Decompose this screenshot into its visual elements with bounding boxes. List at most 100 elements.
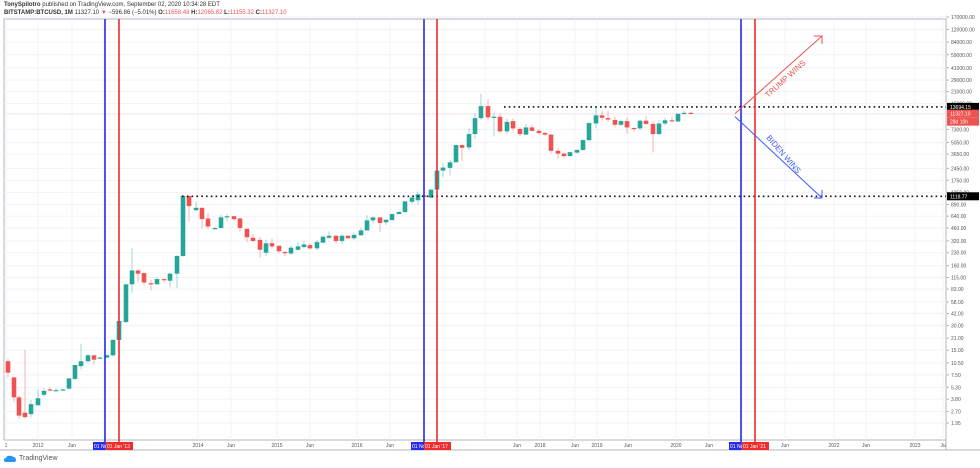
time-tick-label: 2023 (909, 443, 920, 449)
candle-body (599, 115, 605, 118)
price-tick-label: 160.00 (951, 264, 967, 270)
time-tick-label: 2019 (591, 443, 602, 449)
candle-body (409, 197, 415, 202)
candle-body (631, 127, 637, 130)
candle-body (358, 230, 364, 236)
candle-body (415, 194, 421, 201)
candle-body (662, 120, 668, 124)
change: −596.86 (−5.01%) (108, 10, 157, 16)
candle-body (681, 112, 687, 115)
candle-body (536, 130, 542, 133)
candle-body (478, 106, 484, 119)
price-axis-label (947, 109, 979, 118)
candle-body (351, 234, 357, 239)
ohlc-legend: BITSTAMP:BTCUSD, 1M 11327.10 ▼ −596.86 (… (4, 10, 287, 16)
price-tick-label: 10.50 (951, 361, 964, 367)
candle-body (567, 152, 573, 157)
candle-body (637, 120, 643, 129)
candle-body (396, 212, 402, 215)
candle-body (643, 120, 649, 124)
candle-body (605, 118, 611, 120)
time-tick-label: 2020 (670, 443, 681, 449)
candle-body (472, 118, 478, 135)
time-tick-label: Jun (624, 443, 632, 449)
price-tick-label: 41000.00 (951, 66, 972, 72)
price-tick-label: 58.00 (951, 300, 964, 306)
candle-body (269, 243, 275, 247)
symbol: BITSTAMP:BTCUSD, 1M (4, 10, 73, 16)
candle-body (110, 339, 116, 356)
candle-body (180, 195, 186, 256)
candle-body (574, 149, 580, 153)
candle-body (497, 116, 503, 132)
candle-body (510, 121, 516, 129)
candle-body (485, 106, 491, 118)
candle-body (161, 279, 167, 281)
price-axis-label-text: 1118.77 (950, 194, 968, 200)
down-arrow-icon: ▼ (100, 10, 107, 16)
candle-body (618, 121, 624, 125)
time-tick-label: Jun (68, 443, 76, 449)
candle-body (453, 145, 459, 163)
candle-body (314, 242, 320, 249)
candle-body (60, 389, 66, 391)
biden-arrow[interactable] (734, 116, 823, 199)
published-text: published on TradingView.com, September … (42, 2, 220, 8)
price-tick-label: 15.00 (951, 348, 964, 354)
candle-body (580, 140, 586, 150)
price-tick-label: 890.00 (951, 202, 967, 208)
price-tick-label: 115.00 (951, 275, 966, 281)
candle-body (263, 243, 269, 253)
candle-body (295, 246, 301, 250)
candle-body (447, 162, 453, 168)
trump-arrow[interactable] (734, 35, 823, 115)
price-axis-label-text: 13694.15 (950, 105, 971, 111)
candle-body (193, 207, 199, 211)
candle-body (364, 220, 370, 231)
price-tick-label: 5.30 (951, 385, 961, 391)
time-marker-label: 01 No (730, 444, 744, 450)
candle-body (326, 235, 332, 238)
time-tick-label: 2014 (192, 443, 203, 449)
price-tick-label: 7.50 (951, 373, 961, 379)
time-marker-badge (411, 442, 424, 450)
candle-body (555, 150, 561, 154)
last-price: 11327.10 (74, 10, 100, 16)
time-marker-label: 01 Jan '17 (425, 444, 448, 450)
price-tick-label: 59000.00 (951, 53, 972, 59)
candle-body (123, 284, 129, 323)
publish-info: TonySpilotro published on TradingView.co… (4, 2, 220, 8)
time-tick-label: 2016 (351, 443, 362, 449)
price-tick-label: 170000.00 (951, 15, 975, 21)
time-marker-badge (424, 442, 451, 450)
candle-body (466, 134, 472, 148)
candle-body (141, 273, 147, 283)
candle-body (593, 115, 599, 124)
candle-body (28, 404, 34, 415)
price-tick-label: 2450.00 (951, 166, 969, 172)
candle-body (523, 127, 529, 135)
plot-area[interactable] (3, 18, 947, 441)
author: TonySpilotro (4, 2, 41, 8)
candle-body (333, 235, 339, 241)
candle-body (85, 355, 91, 362)
candle-body (22, 412, 28, 418)
arrow-head-icon (814, 190, 823, 199)
candle-body (491, 116, 497, 118)
price-axis-label-text: 28d 10h (950, 120, 968, 126)
candle-body (257, 239, 263, 250)
price-axis-label (947, 102, 979, 111)
candle-body (517, 128, 523, 135)
price-tick-label: 84000.00 (951, 40, 972, 46)
candle-body (688, 112, 694, 115)
candle-body (389, 214, 395, 221)
candle-body (78, 361, 84, 367)
candle-body (186, 195, 192, 207)
candle-body (542, 132, 548, 135)
price-tick-label: 3650.00 (951, 152, 969, 158)
candle-body (237, 218, 243, 229)
price-tick-label: 83.00 (951, 287, 964, 293)
candle-body (16, 397, 22, 416)
candle-body (548, 134, 554, 151)
